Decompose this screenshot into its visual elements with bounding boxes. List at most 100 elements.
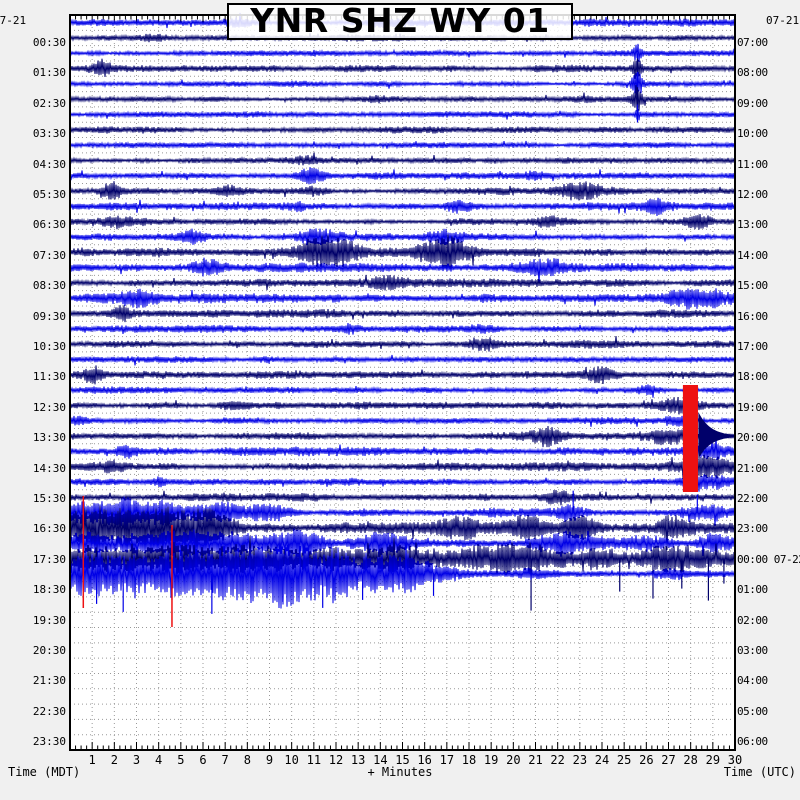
minute-label: 8	[243, 753, 251, 767]
minute-label: 18	[461, 753, 477, 767]
left-time-label: 03:30	[32, 127, 66, 141]
minute-label: 17	[439, 753, 455, 767]
left-time-label: 05:30	[32, 188, 66, 201]
left-time-label: 13:30	[32, 431, 66, 445]
minute-label: 12	[328, 753, 344, 767]
trace-row	[69, 415, 736, 427]
minute-label: 6	[199, 753, 207, 767]
left-time-label: 23:30	[32, 735, 66, 749]
trace-row	[69, 496, 736, 531]
left-time-label: 20:30	[32, 644, 66, 657]
trace-row	[69, 323, 736, 335]
axis-caption-mdt: Time (MDT)	[8, 765, 81, 779]
trace-row	[69, 396, 736, 415]
minute-label: 29	[705, 753, 721, 767]
right-time-label: 19:00	[737, 400, 768, 414]
trace-row	[69, 43, 736, 62]
trace-row	[69, 384, 736, 398]
trace-row	[69, 354, 736, 366]
left-time-label: 17:30	[32, 552, 66, 566]
trace-row	[69, 473, 736, 492]
minute-label: 19	[483, 753, 499, 767]
minute-label: 4	[155, 753, 163, 767]
grid-layer	[70, 15, 735, 750]
trace-row	[69, 140, 736, 150]
minute-label: 1	[88, 753, 96, 767]
right-time-label: 23:00	[737, 522, 768, 536]
right-time-label: 04:00	[737, 674, 768, 688]
axis-caption-minutes: + Minutes	[367, 765, 433, 779]
minute-label: 20	[506, 753, 521, 767]
right-time-label: 06:00	[737, 735, 768, 749]
minute-label: 16	[417, 753, 432, 767]
traces-layer	[69, 12, 736, 614]
left-time-label: 09:30	[32, 309, 66, 323]
left-time-label: 02:30	[32, 96, 66, 110]
axis-caption-utc: Time (UTC)	[723, 765, 796, 779]
station-title: YNR SHZ WY 01	[227, 3, 573, 40]
left-time-label: 08:30	[32, 279, 66, 293]
right-time-label: 13:00	[737, 218, 768, 232]
right-time-label: 02:00	[737, 613, 768, 627]
date-top-left: 07-21	[0, 14, 27, 27]
trace-row	[69, 181, 736, 201]
plot-frame	[69, 14, 736, 751]
minute-label: 24	[594, 753, 610, 767]
trace-row	[69, 541, 736, 609]
trace-row	[69, 228, 736, 246]
trace-row	[69, 305, 736, 323]
trace-row	[69, 125, 736, 134]
left-time-label: 18:30	[32, 583, 66, 597]
date-top-right: 07-21	[766, 14, 800, 27]
right-time-label: 11:00	[737, 157, 768, 171]
right-time-label: 17:00	[737, 340, 768, 353]
minute-label: 28	[683, 753, 698, 767]
right-time-label: 08:00	[737, 66, 768, 80]
trace-row	[69, 274, 736, 291]
left-time-label: 15:30	[32, 492, 66, 505]
trace-row	[69, 528, 736, 559]
minute-label: 25	[616, 753, 632, 767]
left-time-label: 11:30	[32, 370, 66, 384]
trace-row	[69, 85, 736, 112]
tick-marks	[69, 16, 736, 749]
trace-row	[69, 234, 736, 270]
minute-label: 21	[528, 753, 543, 767]
minute-label: 3	[132, 753, 141, 767]
left-time-label: 00:30	[32, 36, 66, 49]
left-time-label: 21:30	[32, 674, 66, 688]
trace-row	[69, 108, 736, 121]
minute-label: 27	[661, 753, 676, 767]
minute-label: 22	[550, 753, 565, 767]
right-time-label: 00:00 07-22	[737, 552, 800, 566]
left-time-label: 04:30	[32, 157, 66, 171]
right-time-label: 07:00	[737, 36, 768, 49]
minute-label: 10	[284, 753, 299, 767]
trace-row	[69, 213, 736, 230]
trace-row	[69, 257, 736, 286]
trace-row	[69, 152, 736, 166]
trace-row	[69, 58, 736, 79]
trace-row	[69, 505, 736, 565]
minute-label: 13	[350, 753, 366, 767]
left-time-label: 19:30	[32, 613, 66, 627]
right-time-label: 01:00	[737, 583, 768, 597]
trace-row	[69, 425, 736, 448]
left-time-label: 22:30	[32, 704, 66, 718]
event-coda-envelope	[698, 412, 734, 459]
right-time-label: 20:00	[737, 431, 768, 445]
right-time-label: 16:00	[737, 309, 768, 323]
minute-label: 23	[572, 753, 588, 767]
right-time-label: 18:00	[737, 370, 768, 384]
trace-row	[69, 197, 736, 217]
event-clip-bar	[682, 385, 698, 492]
right-time-label: 12:00	[737, 188, 768, 201]
left-time-label: 14:30	[32, 461, 66, 475]
trace-row	[69, 167, 736, 185]
minute-label: 11	[306, 753, 322, 767]
markers-layer	[82, 385, 734, 627]
trace-row	[69, 454, 736, 480]
trace-row	[69, 536, 736, 575]
